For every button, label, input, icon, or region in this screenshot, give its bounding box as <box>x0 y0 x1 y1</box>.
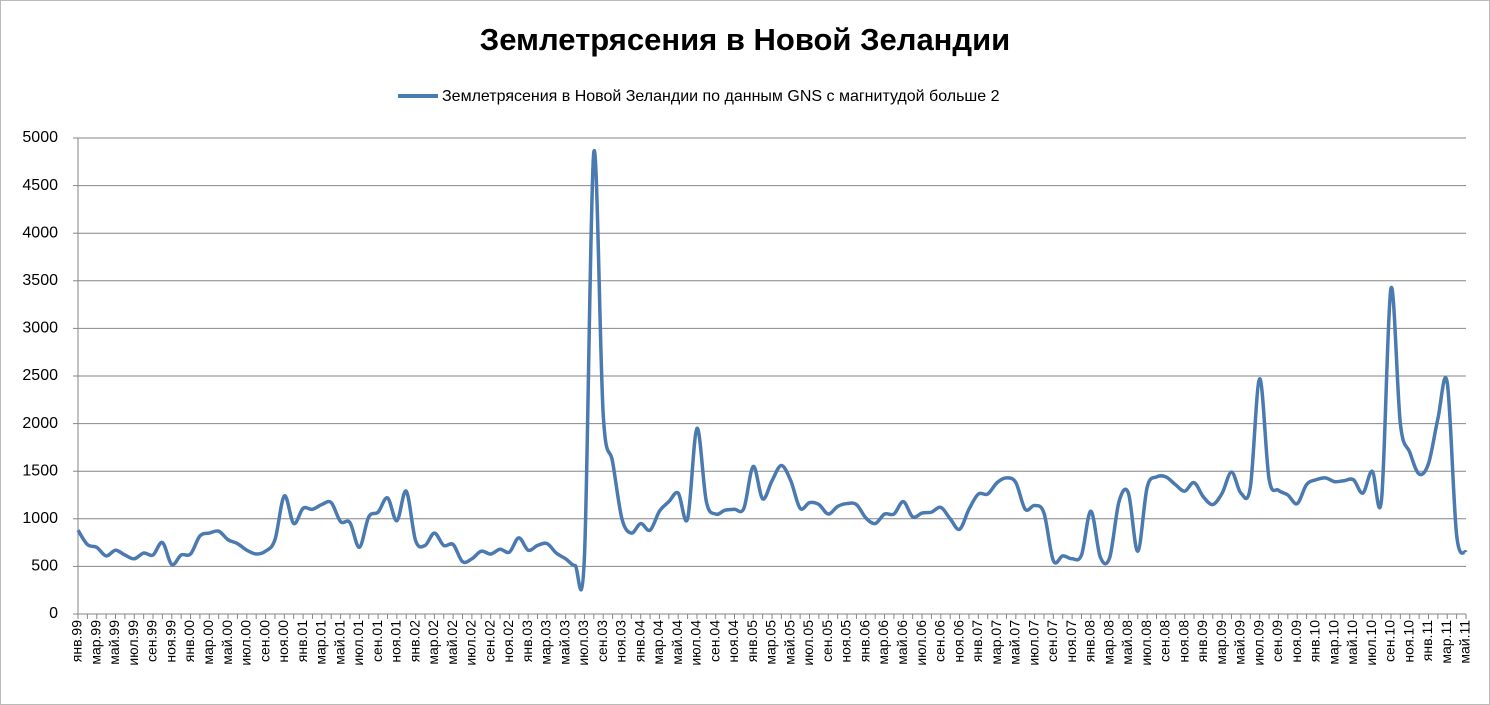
y-tick-label: 4000 <box>22 224 58 241</box>
y-tick-label: 5000 <box>22 129 58 146</box>
x-tick-label: сен.05 <box>819 620 835 662</box>
x-tick-label: май.08 <box>1119 620 1135 665</box>
x-tick-label: ноя.00 <box>275 620 291 663</box>
x-tick-label: сен.07 <box>1044 620 1060 662</box>
x-tick-label: янв.00 <box>181 620 197 662</box>
x-tick-label: сен.01 <box>369 620 385 662</box>
x-tick-label: июл.02 <box>463 620 479 666</box>
x-tick-label: июл.99 <box>125 620 141 666</box>
x-tick-label: май.11 <box>1457 620 1473 664</box>
x-tick-label: сен.04 <box>706 620 722 662</box>
x-tick-label: сен.09 <box>1269 620 1285 662</box>
x-tick-label: мар.08 <box>1100 620 1116 665</box>
x-tick-label: май.10 <box>1344 620 1360 665</box>
x-tick-label: июл.03 <box>575 620 591 666</box>
x-tick-label: июл.04 <box>688 620 704 666</box>
x-tick-label: мар.10 <box>1325 620 1341 665</box>
x-tick-label: сен.00 <box>256 620 272 662</box>
x-tick-label: янв.02 <box>406 620 422 662</box>
x-tick-label: сен.03 <box>594 620 610 662</box>
x-tick-label: сен.06 <box>932 620 948 662</box>
legend: Землетрясения в Новой Зеландии по данным… <box>398 88 1000 105</box>
x-tick-label: ноя.02 <box>500 620 516 663</box>
x-tick-label: янв.05 <box>744 620 760 662</box>
x-tick-label: янв.03 <box>519 620 535 662</box>
x-tick-label: сен.02 <box>481 620 497 662</box>
x-tick-label: май.07 <box>1007 620 1023 665</box>
y-tick-label: 3500 <box>22 272 58 289</box>
x-tick-label: мар.07 <box>988 620 1004 665</box>
x-tick-label: май.09 <box>1232 620 1248 665</box>
y-tick-label: 1500 <box>22 462 58 479</box>
y-tick-label: 4500 <box>22 177 58 194</box>
x-tick-label: май.00 <box>219 620 235 665</box>
x-tick-label: сен.08 <box>1157 620 1173 662</box>
x-tick-label: мар.06 <box>875 620 891 665</box>
x-tick-label: мар.00 <box>200 620 216 665</box>
x-tick-label: ноя.07 <box>1063 620 1079 663</box>
x-tick-label: сен.99 <box>144 620 160 662</box>
x-tick-label: ноя.99 <box>162 620 178 663</box>
x-tick-label: мар.05 <box>763 620 779 665</box>
data-line <box>76 148 1468 592</box>
y-tick-label: 1000 <box>22 510 58 527</box>
x-tick-label: янв.06 <box>856 620 872 662</box>
x-tick-label: ноя.05 <box>838 620 854 663</box>
x-tick-label: сен.10 <box>1382 620 1398 662</box>
y-tick-label: 2000 <box>22 415 58 432</box>
x-tick-label: июл.09 <box>1250 620 1266 666</box>
x-tick-label: янв.11 <box>1419 620 1435 661</box>
x-tick-label: мар.04 <box>650 620 666 665</box>
x-tick-label: июл.05 <box>800 620 816 666</box>
x-tick-label: янв.08 <box>1082 620 1098 662</box>
x-tick-label: июл.10 <box>1363 620 1379 666</box>
x-tick-label: ноя.10 <box>1400 620 1416 663</box>
legend-label: Землетрясения в Новой Зеландии по данным… <box>442 88 1000 105</box>
x-tick-label: июл.01 <box>350 620 366 666</box>
x-tick-label: ноя.09 <box>1288 620 1304 663</box>
x-tick-label: мар.09 <box>1213 620 1229 665</box>
x-tick-label: янв.07 <box>969 620 985 662</box>
x-tick-label: ноя.08 <box>1175 620 1191 663</box>
x-tick-label: янв.01 <box>294 620 310 662</box>
chart-title: Землетрясения в Новой Зеландии <box>480 22 1010 57</box>
y-tick-label: 2500 <box>22 367 58 384</box>
x-tick-label: ноя.03 <box>613 620 629 663</box>
x-tick-label: июл.08 <box>1138 620 1154 666</box>
x-tick-label: май.05 <box>781 620 797 665</box>
x-tick-label: ноя.01 <box>388 620 404 663</box>
x-tick-label: янв.10 <box>1307 620 1323 662</box>
x-tick-label: май.03 <box>556 620 572 665</box>
x-tick-label: май.06 <box>894 620 910 665</box>
x-tick-label: июл.07 <box>1025 620 1041 666</box>
x-tick-label: мар.99 <box>87 620 103 665</box>
x-tick-label: ноя.04 <box>725 620 741 663</box>
x-tick-label: май.02 <box>444 620 460 665</box>
y-tick-label: 500 <box>31 558 58 575</box>
x-tick-label: ноя.06 <box>950 620 966 663</box>
x-tick-label: мар.02 <box>425 620 441 665</box>
x-tick-label: мар.11 <box>1438 620 1454 664</box>
x-tick-label: май.99 <box>106 620 122 665</box>
x-tick-label: янв.09 <box>1194 620 1210 662</box>
y-tick-label: 3000 <box>22 320 58 337</box>
x-tick-label: янв.99 <box>69 620 85 662</box>
x-tick-label: май.01 <box>331 620 347 665</box>
x-tick-label: янв.04 <box>631 620 647 662</box>
y-tick-label: 0 <box>49 605 58 622</box>
x-tick-label: мар.03 <box>538 620 554 665</box>
x-tick-label: июл.00 <box>238 620 254 666</box>
x-tick-label: мар.01 <box>313 620 329 665</box>
x-tick-label: июл.06 <box>913 620 929 666</box>
x-tick-label: май.04 <box>669 620 685 665</box>
